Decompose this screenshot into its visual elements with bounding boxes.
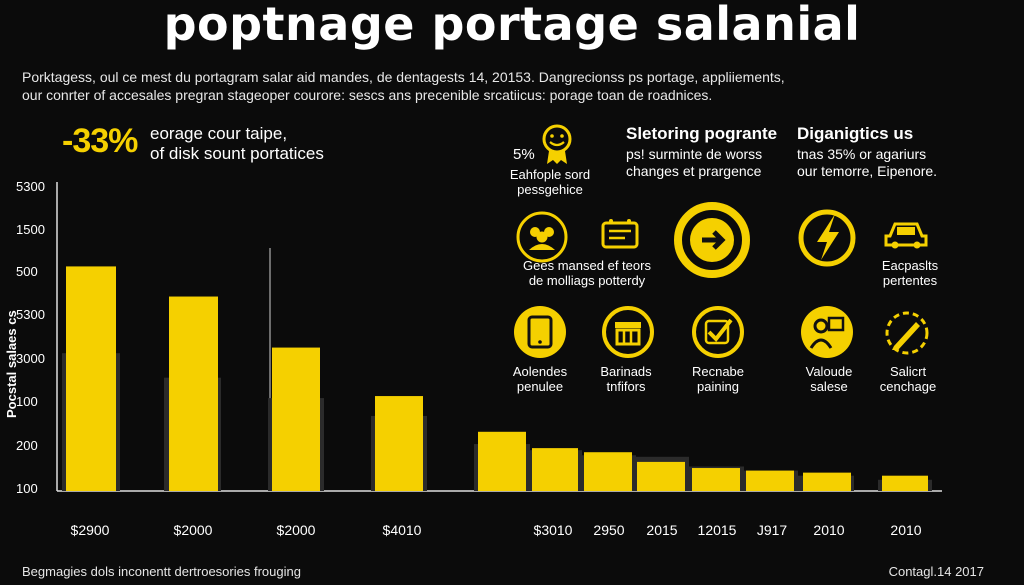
bar bbox=[66, 266, 116, 491]
row2-label-5-line-2: cenchage bbox=[879, 379, 937, 394]
row1-caption-a-line-1: Gees mansed ef teors bbox=[523, 258, 651, 273]
col1-sub-line-1: ps! surminte de worss bbox=[626, 146, 763, 162]
x-tick-label: 12015 bbox=[698, 522, 737, 538]
x-tick-label: $2000 bbox=[277, 522, 316, 538]
checkmark-icon bbox=[692, 306, 744, 358]
x-tick-label: 2010 bbox=[813, 522, 844, 538]
y-tick-label: 5300 bbox=[16, 179, 45, 194]
row1-caption-b-line-1: Eacpaslts bbox=[881, 258, 939, 273]
bar bbox=[803, 472, 851, 491]
person-board-icon bbox=[801, 306, 853, 358]
badge-caption-line-1: Eahfople sord bbox=[509, 167, 591, 182]
y-tick-label: 5300 bbox=[16, 307, 45, 322]
group-icon bbox=[516, 211, 568, 263]
y-tick-label: 100 bbox=[16, 394, 38, 409]
y-tick-label: 200 bbox=[16, 438, 38, 453]
page-title: poptnage portage salanial bbox=[163, 0, 861, 51]
bar bbox=[272, 347, 320, 491]
row1-caption-b: Eacpaslts pertentes bbox=[870, 258, 950, 288]
shop-icon bbox=[602, 306, 654, 358]
y-tick-label: 3000 bbox=[16, 351, 45, 366]
pencil-icon bbox=[885, 311, 929, 355]
stat-value: -33% bbox=[62, 122, 138, 160]
badge-caption-line-2: pessgehice bbox=[517, 182, 583, 197]
col2-sub: tnas 35% or agariurs our temorre, Eipeno… bbox=[797, 146, 937, 180]
footer-left: Begmagies dols inconentt dertroesories f… bbox=[22, 564, 301, 579]
bar bbox=[169, 296, 218, 491]
col2-heading: Diganigtics us bbox=[797, 124, 914, 143]
bar bbox=[375, 396, 423, 491]
row2-label-3-line-1: Recnabe bbox=[691, 364, 745, 379]
row2-label-4-line-2: salese bbox=[810, 379, 848, 394]
col1-sub: ps! surminte de worss changes et prargen… bbox=[626, 146, 762, 180]
col2-sub-line-1: tnas 35% or agariurs bbox=[797, 146, 927, 162]
row2-label-4-line-1: Valoude bbox=[805, 364, 853, 379]
stat-line-2: of disk sount portatices bbox=[150, 144, 324, 163]
bar bbox=[532, 448, 578, 491]
row2-label-2: Barinads tnfifors bbox=[586, 364, 666, 394]
bar bbox=[746, 470, 794, 491]
row2-label-3-line-2: paining bbox=[697, 379, 739, 394]
x-tick-label: $4010 bbox=[383, 522, 422, 538]
x-tick-label: 2010 bbox=[890, 522, 921, 538]
tablet-icon bbox=[514, 306, 566, 358]
col2-sub-line-2: our temorre, Eipenore. bbox=[797, 163, 938, 179]
y-tick-label: 500 bbox=[16, 264, 38, 279]
col1-heading: Sletoring pogrante bbox=[626, 124, 778, 143]
row2-label-3: Recnabe paining bbox=[678, 364, 758, 394]
row2-label-1-line-2: penulee bbox=[516, 379, 564, 394]
row2-label-1-line-1: Aolendes bbox=[512, 364, 568, 379]
row2-label-5-line-1: Salicrt bbox=[889, 364, 927, 379]
x-tick-label: $2000 bbox=[174, 522, 213, 538]
footer-right: Contagl.14 2017 bbox=[888, 564, 984, 579]
row1-caption-a-line-2: de molliags potterdy bbox=[528, 273, 646, 288]
y-tick-label: 1500 bbox=[16, 222, 45, 237]
row2-label-5: Salicrt cenchage bbox=[866, 364, 950, 394]
lightning-icon bbox=[798, 209, 856, 267]
row2-label-2-line-1: Barinads bbox=[600, 364, 652, 379]
intro-line-1: Porktagess, oul ce mest du portagram sal… bbox=[22, 69, 785, 85]
row2-label-1: Aolendes penulee bbox=[500, 364, 580, 394]
bar bbox=[637, 461, 685, 491]
bar bbox=[478, 431, 526, 491]
ticket-icon bbox=[601, 219, 639, 249]
badge-caption: Eahfople sord pessgehice bbox=[500, 167, 600, 197]
x-tick-label: $2900 bbox=[71, 522, 110, 538]
x-tick-label: J917 bbox=[757, 522, 788, 538]
y-tick-label: 100 bbox=[16, 481, 38, 496]
badge-percent: 5% bbox=[513, 146, 535, 163]
x-tick-label: 2015 bbox=[646, 522, 677, 538]
car-icon bbox=[884, 222, 928, 249]
intro-text: Porktagess, oul ce mest du portagram sal… bbox=[22, 68, 785, 104]
row1-caption-a: Gees mansed ef teors de molliags potterd… bbox=[512, 258, 662, 288]
row2-label-4: Valoude salese bbox=[789, 364, 869, 394]
intro-line-2: our conrter of accesales pregran stageop… bbox=[22, 87, 713, 103]
x-tick-label: 2950 bbox=[593, 522, 624, 538]
stat-description: eorage cour taipe, of disk sount portati… bbox=[150, 124, 324, 164]
row2-label-2-line-2: tnfifors bbox=[606, 379, 646, 394]
bar bbox=[882, 475, 928, 491]
bar bbox=[584, 452, 632, 491]
y-axis-title: Pocstal salaes cs bbox=[4, 310, 19, 418]
stat-line-1: eorage cour taipe, bbox=[150, 124, 288, 143]
smiley-badge-icon bbox=[542, 124, 572, 164]
col1-sub-line-2: changes et prargence bbox=[626, 163, 762, 179]
x-tick-label: $3010 bbox=[534, 522, 573, 538]
row1-caption-b-line-2: pertentes bbox=[882, 273, 938, 288]
bar bbox=[692, 468, 740, 491]
arrow-circle-icon bbox=[674, 202, 750, 278]
